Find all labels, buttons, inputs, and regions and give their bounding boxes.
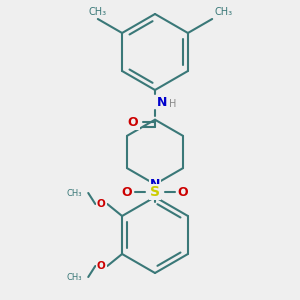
- Text: O: O: [122, 185, 132, 199]
- Text: CH₃: CH₃: [67, 188, 82, 197]
- Text: O: O: [97, 261, 106, 271]
- Text: N: N: [150, 178, 160, 191]
- Text: O: O: [178, 185, 188, 199]
- Text: O: O: [97, 199, 106, 209]
- Text: S: S: [150, 185, 160, 199]
- Text: N: N: [157, 95, 167, 109]
- Text: O: O: [128, 116, 138, 128]
- Text: CH₃: CH₃: [67, 272, 82, 281]
- Text: CH₃: CH₃: [214, 7, 232, 17]
- Text: CH₃: CH₃: [89, 7, 107, 17]
- Text: H: H: [169, 99, 176, 109]
